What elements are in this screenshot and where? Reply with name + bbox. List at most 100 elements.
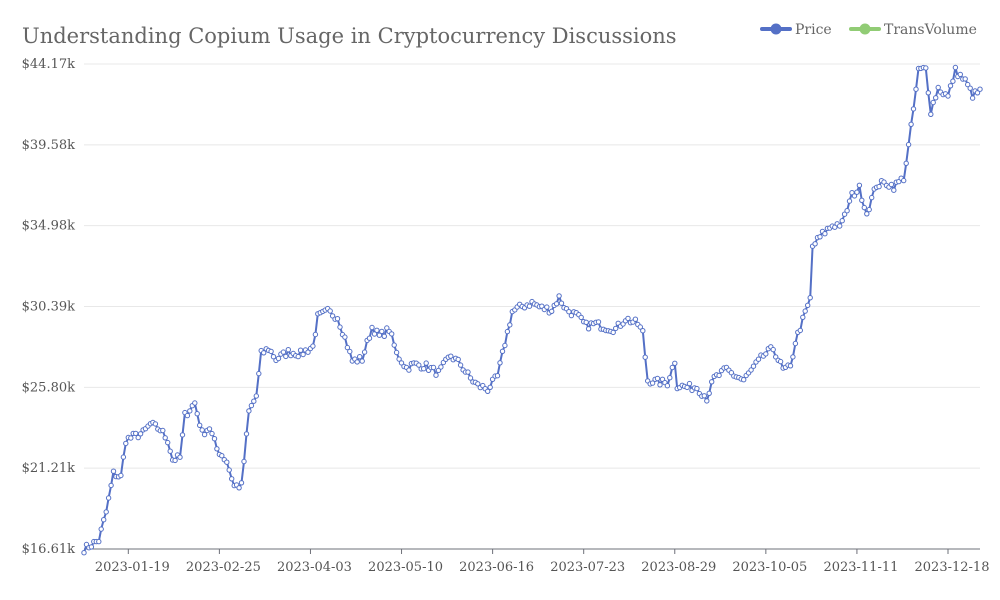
price-data-point[interactable] <box>103 509 109 515</box>
price-data-point[interactable] <box>841 211 848 217</box>
price-data-point[interactable] <box>642 354 648 360</box>
price-data-point[interactable] <box>706 390 712 396</box>
price-data-point[interactable] <box>544 304 550 310</box>
price-data-point[interactable] <box>637 324 643 330</box>
price-data-point[interactable] <box>152 421 159 427</box>
price-data-point[interactable] <box>933 95 939 101</box>
price-data-point[interactable] <box>467 375 474 381</box>
price-data-point[interactable] <box>558 300 565 306</box>
price-data-point[interactable] <box>165 439 171 446</box>
price-data-point[interactable] <box>224 459 230 465</box>
price-data-point[interactable] <box>369 324 375 331</box>
price-data-point[interactable] <box>184 412 191 419</box>
price-data-point[interactable] <box>923 65 929 71</box>
price-data-point[interactable] <box>578 314 584 321</box>
price-data-point[interactable] <box>494 373 501 379</box>
price-data-point[interactable] <box>755 356 762 362</box>
price-data-point[interactable] <box>945 93 951 99</box>
price-data-point[interactable] <box>805 302 811 308</box>
price-data-point[interactable] <box>583 319 589 325</box>
price-data-point[interactable] <box>967 85 973 91</box>
price-data-point[interactable] <box>133 430 139 437</box>
price-data-point[interactable] <box>167 448 173 454</box>
price-data-point[interactable] <box>211 436 218 442</box>
price-data-point[interactable] <box>312 331 319 338</box>
price-data-point[interactable] <box>391 342 397 348</box>
price-data-point[interactable] <box>802 308 808 314</box>
price-data-point[interactable] <box>137 431 144 437</box>
price-data-point[interactable] <box>869 194 875 201</box>
price-data-point[interactable] <box>229 476 235 482</box>
price-data-point[interactable] <box>354 359 360 365</box>
price-data-point[interactable] <box>379 328 385 335</box>
price-data-point[interactable] <box>430 364 437 371</box>
price-data-point[interactable] <box>812 241 818 247</box>
price-data-point[interactable] <box>465 369 471 375</box>
price-data-point[interactable] <box>497 360 503 366</box>
price-data-point[interactable] <box>837 223 843 229</box>
price-data-point[interactable] <box>177 454 183 460</box>
price-data-point[interactable] <box>908 121 914 128</box>
price-data-point[interactable] <box>457 362 464 368</box>
price-data-point[interactable] <box>549 308 555 314</box>
price-data-point[interactable] <box>800 314 806 320</box>
price-data-point[interactable] <box>657 382 663 388</box>
price-data-point[interactable] <box>206 426 213 432</box>
price-data-point[interactable] <box>613 325 619 332</box>
price-data-point[interactable] <box>974 90 981 96</box>
price-data-point[interactable] <box>962 76 968 82</box>
price-data-point[interactable] <box>797 327 803 334</box>
price-data-point[interactable] <box>585 326 592 332</box>
price-data-point[interactable] <box>866 206 872 213</box>
price-data-point[interactable] <box>859 197 865 204</box>
price-data-point[interactable] <box>901 177 907 184</box>
price-data-point[interactable] <box>285 347 291 353</box>
price-data-point[interactable] <box>839 218 845 224</box>
price-data-point[interactable] <box>777 358 784 365</box>
price-data-point[interactable] <box>101 517 107 523</box>
price-data-point[interactable] <box>930 99 936 106</box>
price-data-point[interactable] <box>371 331 378 337</box>
price-data-point[interactable] <box>817 234 823 240</box>
price-data-point[interactable] <box>553 301 560 307</box>
price-data-point[interactable] <box>251 398 257 404</box>
price-data-point[interactable] <box>389 331 395 337</box>
price-data-point[interactable] <box>416 362 422 368</box>
price-data-point[interactable] <box>913 86 919 92</box>
price-data-point[interactable] <box>910 106 917 112</box>
price-data-point[interactable] <box>297 347 304 353</box>
price-data-point[interactable] <box>770 346 776 353</box>
price-data-point[interactable] <box>595 319 602 325</box>
price-data-point[interactable] <box>81 550 87 556</box>
price-data-point[interactable] <box>649 380 656 386</box>
price-data-point[interactable] <box>669 364 675 371</box>
price-data-point[interactable] <box>192 400 198 406</box>
price-data-point[interactable] <box>502 342 508 349</box>
price-data-point[interactable] <box>160 427 166 434</box>
price-data-point[interactable] <box>406 367 412 373</box>
price-data-point[interactable] <box>421 366 427 372</box>
price-data-point[interactable] <box>504 328 511 335</box>
price-data-point[interactable] <box>888 181 895 188</box>
price-data-point[interactable] <box>214 446 220 452</box>
price-data-point[interactable] <box>359 358 365 364</box>
price-data-point[interactable] <box>219 453 225 459</box>
price-data-point[interactable] <box>393 349 400 356</box>
price-data-point[interactable] <box>701 393 707 399</box>
price-data-point[interactable] <box>110 468 117 474</box>
price-data-point[interactable] <box>253 393 259 399</box>
legend-item-price[interactable]: Price <box>760 22 832 38</box>
price-data-point[interactable] <box>750 363 757 369</box>
price-data-point[interactable] <box>566 309 572 315</box>
price-data-point[interactable] <box>475 381 481 387</box>
price-data-point[interactable] <box>969 95 976 101</box>
price-data-point[interactable] <box>694 385 700 392</box>
price-data-point[interactable] <box>396 356 402 362</box>
price-data-point[interactable] <box>640 328 646 334</box>
price-data-point[interactable] <box>357 354 363 360</box>
price-data-point[interactable] <box>256 370 262 377</box>
price-data-point[interactable] <box>684 384 690 391</box>
price-data-point[interactable] <box>334 316 341 322</box>
price-data-point[interactable] <box>610 329 616 336</box>
price-data-point[interactable] <box>935 84 941 91</box>
